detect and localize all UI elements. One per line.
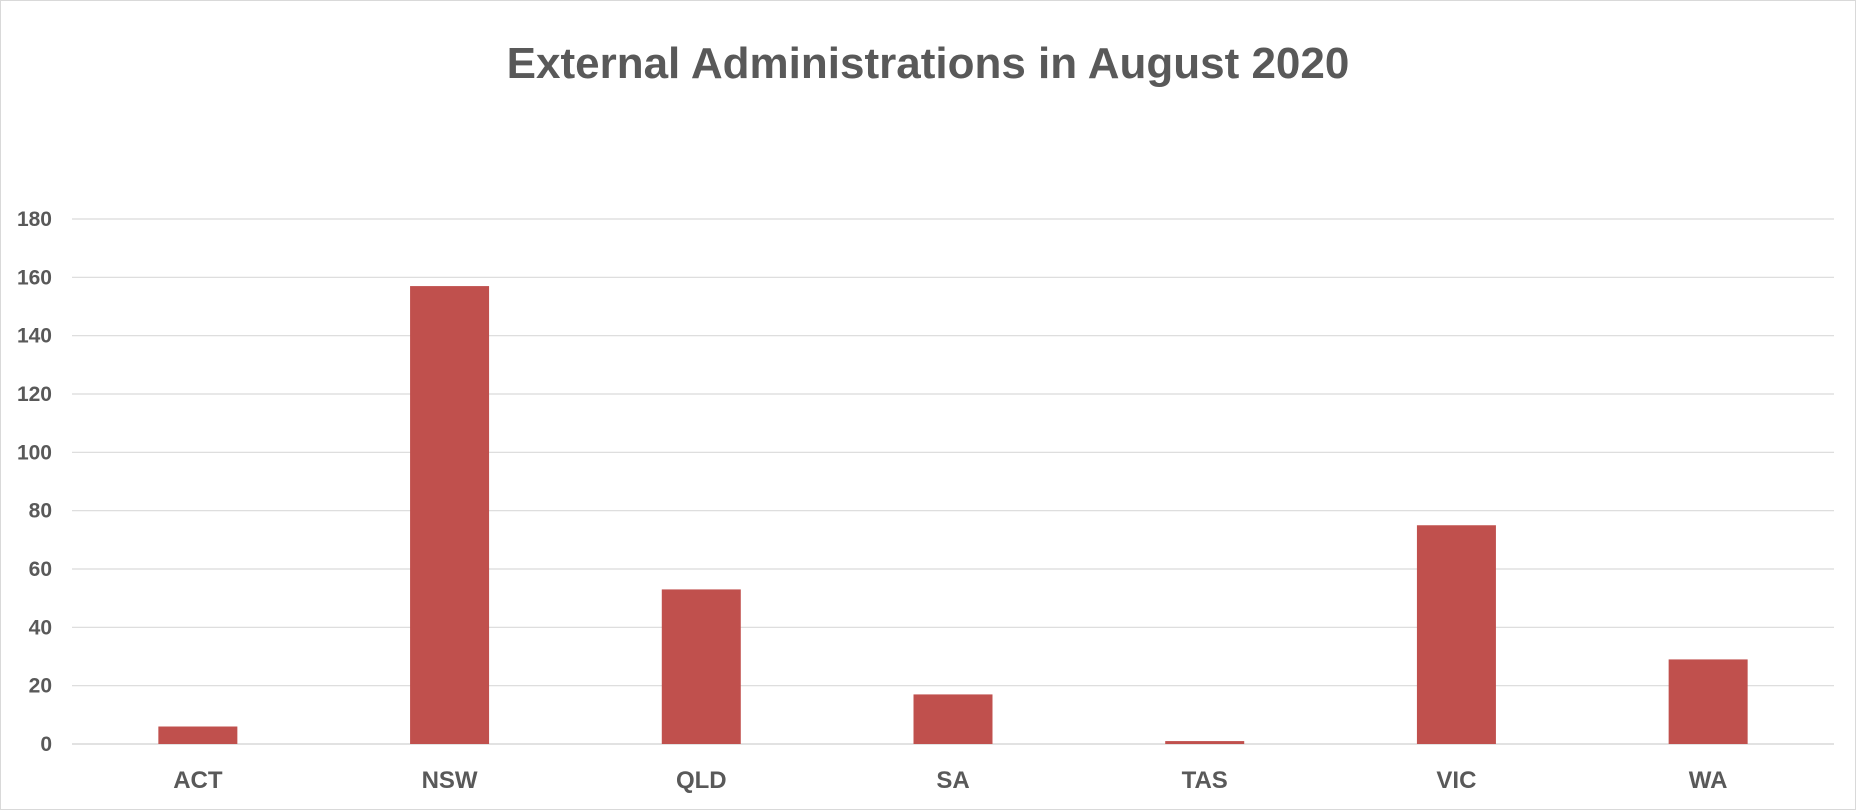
chart-title: External Administrations in August 2020 — [506, 39, 1350, 88]
gridlines — [72, 218, 1834, 745]
x-tick-label-wa: WA — [1689, 767, 1728, 794]
y-tick-label: 0 — [40, 733, 52, 756]
x-tick-label-vic: VIC — [1436, 767, 1476, 794]
y-tick-label: 120 — [17, 383, 52, 406]
bar-nsw — [410, 286, 490, 744]
bar-tas — [1165, 741, 1245, 744]
y-tick-label: 60 — [29, 558, 52, 581]
x-axis-labels: ACT NSW QLD SA TAS VIC WA — [173, 767, 1727, 794]
y-tick-label: 80 — [29, 500, 52, 523]
y-tick-label: 100 — [17, 441, 52, 464]
bar-wa — [1668, 659, 1748, 744]
y-tick-label: 180 — [17, 208, 52, 231]
y-tick-label: 40 — [29, 616, 52, 639]
y-tick-label: 160 — [17, 266, 52, 289]
x-tick-label-nsw: NSW — [422, 767, 478, 794]
bar-qld — [661, 589, 741, 744]
x-tick-label-act: ACT — [173, 767, 223, 794]
x-tick-label-qld: QLD — [676, 767, 727, 794]
bar-sa — [913, 694, 993, 744]
y-axis-ticks: 0 20 40 60 80 100 120 140 160 180 — [17, 208, 52, 756]
y-tick-label: 140 — [17, 325, 52, 348]
bar-vic — [1416, 525, 1496, 744]
x-tick-label-sa: SA — [936, 767, 969, 794]
y-tick-label: 20 — [29, 675, 52, 698]
x-tick-label-tas: TAS — [1182, 767, 1228, 794]
bars — [158, 286, 1748, 744]
bar-act — [158, 726, 238, 744]
